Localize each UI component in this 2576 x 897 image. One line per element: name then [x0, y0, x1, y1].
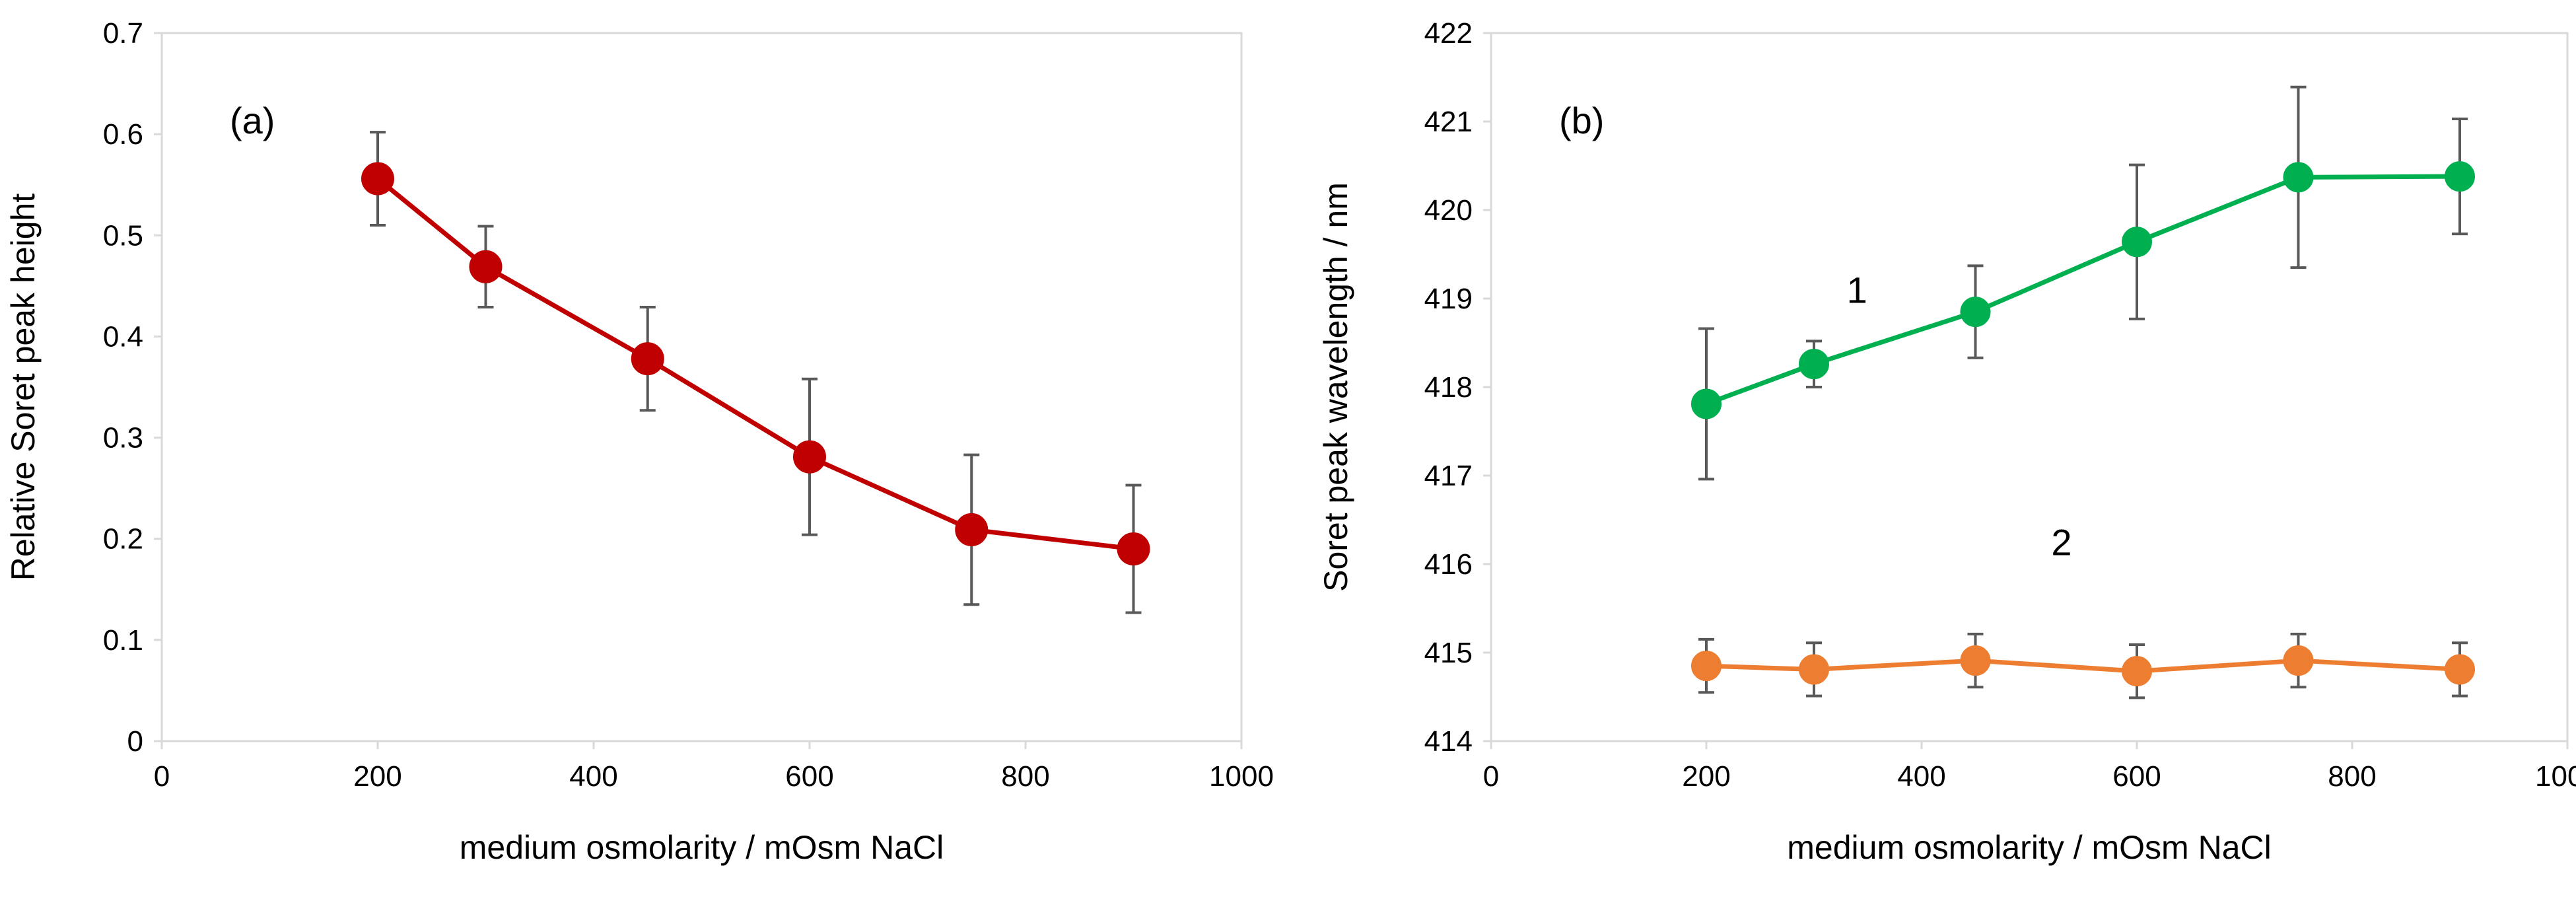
- series-line: [376, 176, 1134, 552]
- panel-label: (a): [230, 100, 275, 141]
- y-tick-label: 418: [1424, 371, 1473, 404]
- y-tick-label: 0.1: [103, 624, 143, 657]
- y-tick-label: 422: [1424, 17, 1473, 50]
- data-point: [1799, 349, 1829, 380]
- x-tick-label: 0: [154, 760, 170, 793]
- y-tick-label: 417: [1424, 460, 1473, 492]
- y-tick-label: 416: [1424, 548, 1473, 581]
- x-tick-label: 200: [353, 760, 401, 793]
- data-point: [2445, 654, 2475, 685]
- data-point: [793, 440, 826, 474]
- data-point: [2122, 656, 2152, 687]
- y-tick-label: 0.7: [103, 17, 143, 50]
- plot-area-frame: [160, 32, 1243, 742]
- x-tick-label: 1000: [1209, 760, 1274, 793]
- y-axis-title: Soret peak wavelength / nm: [1317, 182, 1354, 592]
- data-point: [469, 250, 503, 283]
- y-tick-label: 415: [1424, 637, 1473, 669]
- x-tick-label: 600: [2112, 760, 2161, 793]
- x-axis-title: medium osmolarity / mOsm NaCl: [460, 829, 944, 866]
- series-label: 2: [2051, 522, 2071, 563]
- chart-panel-a: 0 0.1 0.2 0.3 0.4 0.5 0.6 0.7 0 200 400 600 800 1000 m…: [5, 17, 1274, 866]
- data-point: [2283, 162, 2314, 193]
- y-axis-title: Relative Soret peak height: [5, 194, 42, 581]
- y-tick-label: 421: [1424, 106, 1473, 138]
- x-tick-label: 600: [785, 760, 833, 793]
- data-point: [1799, 654, 1829, 685]
- y-tick-label: 0.4: [103, 320, 143, 353]
- series-2: 2: [1691, 522, 2475, 700]
- plot-area-frame: [1490, 32, 2569, 742]
- data-point: [2445, 161, 2475, 192]
- x-tick-label: 400: [569, 760, 617, 793]
- data-point: [2122, 227, 2152, 258]
- y-tick-label: 0: [127, 725, 143, 758]
- x-tick-label: 200: [1682, 760, 1730, 793]
- x-tick-label: 400: [1897, 760, 1945, 793]
- data-point: [361, 162, 394, 196]
- series-relative-peak-height: [361, 131, 1150, 614]
- x-axis-title: medium osmolarity / mOsm NaCl: [1787, 829, 2271, 866]
- series-line: [1706, 658, 2460, 674]
- series-1: 1: [1691, 85, 2475, 481]
- data-point: [2283, 645, 2314, 676]
- x-tick-label: 800: [2328, 760, 2376, 793]
- y-tick-label: 0.6: [103, 118, 143, 151]
- y-tick-label: 0.2: [103, 523, 143, 556]
- y-tick-label: 419: [1424, 283, 1473, 315]
- x-tick-label: 800: [1001, 760, 1049, 793]
- data-point: [1960, 297, 1991, 328]
- data-point: [1117, 532, 1150, 566]
- x-tick-label: 1000: [2535, 760, 2576, 793]
- data-point: [631, 342, 664, 376]
- panel-label: (b): [1559, 100, 1604, 141]
- series-label: 1: [1847, 269, 1867, 311]
- series-line: [1705, 174, 2460, 406]
- y-tick-label: 0.5: [103, 219, 143, 252]
- data-point: [955, 513, 989, 546]
- data-point: [1691, 651, 1722, 682]
- y-tick-label: 420: [1424, 194, 1473, 227]
- chart-panel-b: 414 415 416 417 418 419 420 421 422 0 200 400 600 800…: [1317, 17, 2576, 866]
- y-tick-label: 414: [1424, 725, 1473, 758]
- data-point: [1691, 388, 1722, 419]
- data-point: [1960, 645, 1991, 676]
- y-tick-label: 0.3: [103, 422, 143, 454]
- x-tick-label: 0: [1483, 760, 1499, 793]
